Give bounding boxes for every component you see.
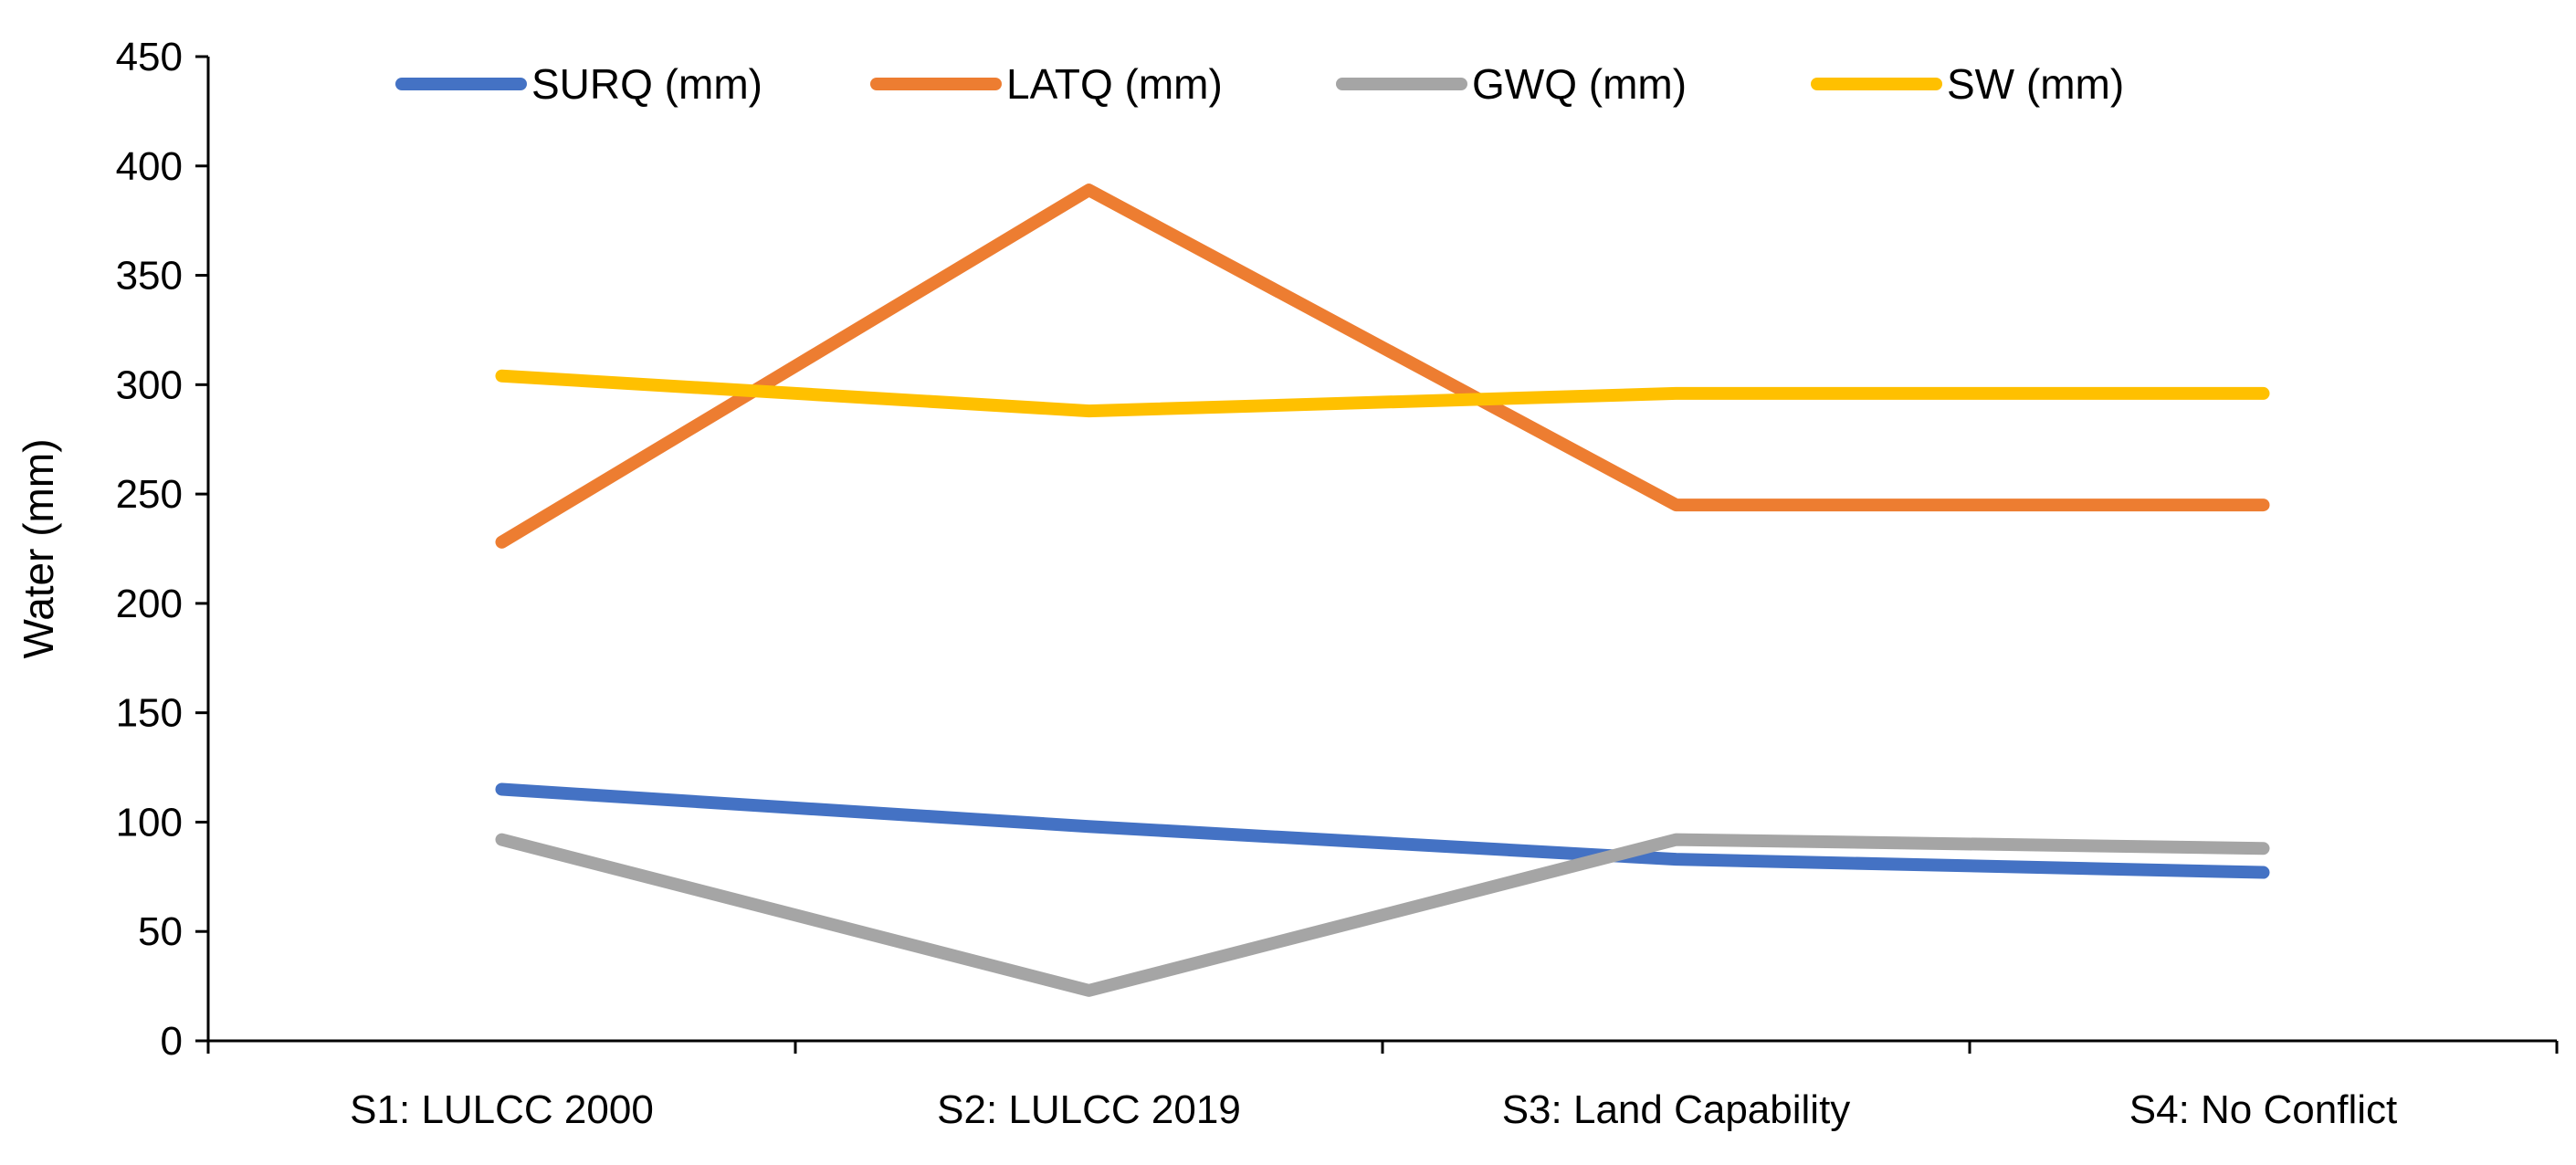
series-lines bbox=[495, 184, 2270, 997]
series-line-latq bbox=[495, 184, 2270, 549]
series-line-gwq bbox=[495, 833, 2270, 997]
y-tick-label-450: 450 bbox=[116, 35, 183, 79]
x-tick-label-2: S2: LULCC 2019 bbox=[937, 1087, 1241, 1132]
legend: SURQ (mm) LATQ (mm) GWQ (mm) SW (mm) bbox=[395, 60, 2124, 108]
legend-label-latq: LATQ (mm) bbox=[1006, 60, 1223, 108]
y-tick-label-400: 400 bbox=[116, 144, 183, 189]
series-line-surq bbox=[495, 782, 2270, 879]
y-tick-label-350: 350 bbox=[116, 254, 183, 299]
y-axis-title: Water (mm) bbox=[15, 438, 62, 658]
x-tick-label-3: S3: Land Capability bbox=[1502, 1087, 1851, 1132]
y-tick-label-100: 100 bbox=[116, 800, 183, 845]
y-tick-label-0: 0 bbox=[161, 1019, 183, 1064]
series-line-sw bbox=[495, 369, 2270, 418]
x-tick-label-1: S1: LULCC 2000 bbox=[350, 1087, 654, 1132]
x-tick-label-4: S4: No Conflict bbox=[2129, 1087, 2397, 1132]
y-tick-label-200: 200 bbox=[116, 582, 183, 626]
legend-label-gwq: GWQ (mm) bbox=[1472, 60, 1687, 108]
x-axis-ticks: S1: LULCC 2000 S2: LULCC 2019 S3: Land Cap… bbox=[206, 1041, 2559, 1132]
y-tick-label-250: 250 bbox=[116, 472, 183, 517]
y-axis-ticks: 0 50 100 150 200 250 300 350 400 450 bbox=[116, 35, 208, 1064]
y-tick-label-150: 150 bbox=[116, 691, 183, 736]
y-tick-label-50: 50 bbox=[138, 909, 183, 954]
y-tick-label-300: 300 bbox=[116, 362, 183, 407]
legend-label-surq: SURQ (mm) bbox=[531, 60, 762, 108]
legend-label-sw: SW (mm) bbox=[1947, 60, 2124, 108]
